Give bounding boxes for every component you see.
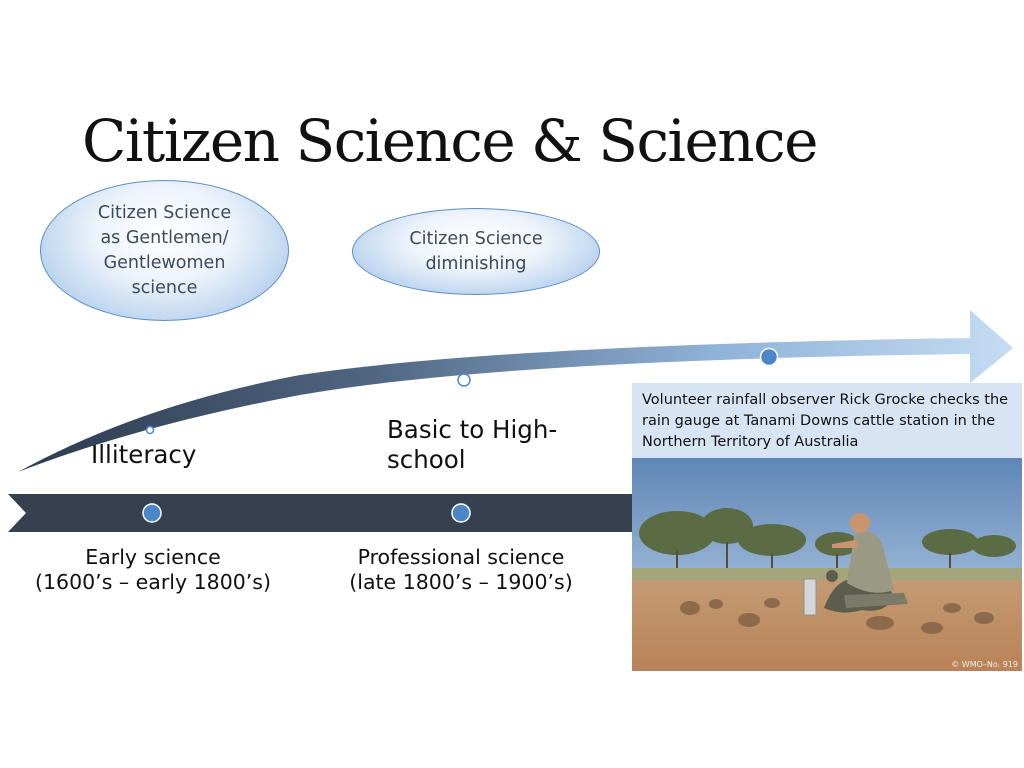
diminishing-bubble: Citizen Science diminishing [352,208,600,295]
era-early-science: Early science (1600’s – early 1800’s) [22,545,284,595]
arrow-marker-medium [457,373,471,387]
bubble-line: Citizen Science [409,228,543,249]
bubble-line: science [131,277,198,298]
photo-caption: Volunteer rainfall observer Rick Grocke … [632,383,1022,458]
bubble-line: diminishing [425,253,527,274]
era-period: (late 1800’s – 1900’s) [349,570,573,594]
timeline-bar [8,494,640,532]
era-name: Professional science [357,545,565,569]
photo-credit: © WMO–No. 919 [951,660,1018,669]
outback-rain-gauge-photo: © WMO–No. 919 [632,458,1022,671]
bubble-line: Citizen Science [97,202,232,223]
bubble-line: Gentlewomen [103,252,226,273]
literacy-level-illiteracy: Illiteracy [91,440,197,469]
literacy-level-basic-high-school: Basic to High-school [387,415,558,474]
bubble-line: as Gentlemen/ [100,227,229,248]
arrow-marker-large [759,347,779,367]
gentlemen-science-bubble: Citizen Science as Gentlemen/ Gentlewome… [40,180,289,321]
slide-title: Citizen Science & Science [82,107,818,175]
era-professional-science: Professional science (late 1800’s – 1900… [332,545,590,595]
era-name: Early science [85,545,221,569]
rain-gauge-photo-panel: Volunteer rainfall observer Rick Grocke … [632,383,1022,671]
era-period: (1600’s – early 1800’s) [35,570,271,594]
timeline-node-early [142,503,162,523]
timeline-node-professional [451,503,471,523]
arrow-marker-small [145,425,155,435]
